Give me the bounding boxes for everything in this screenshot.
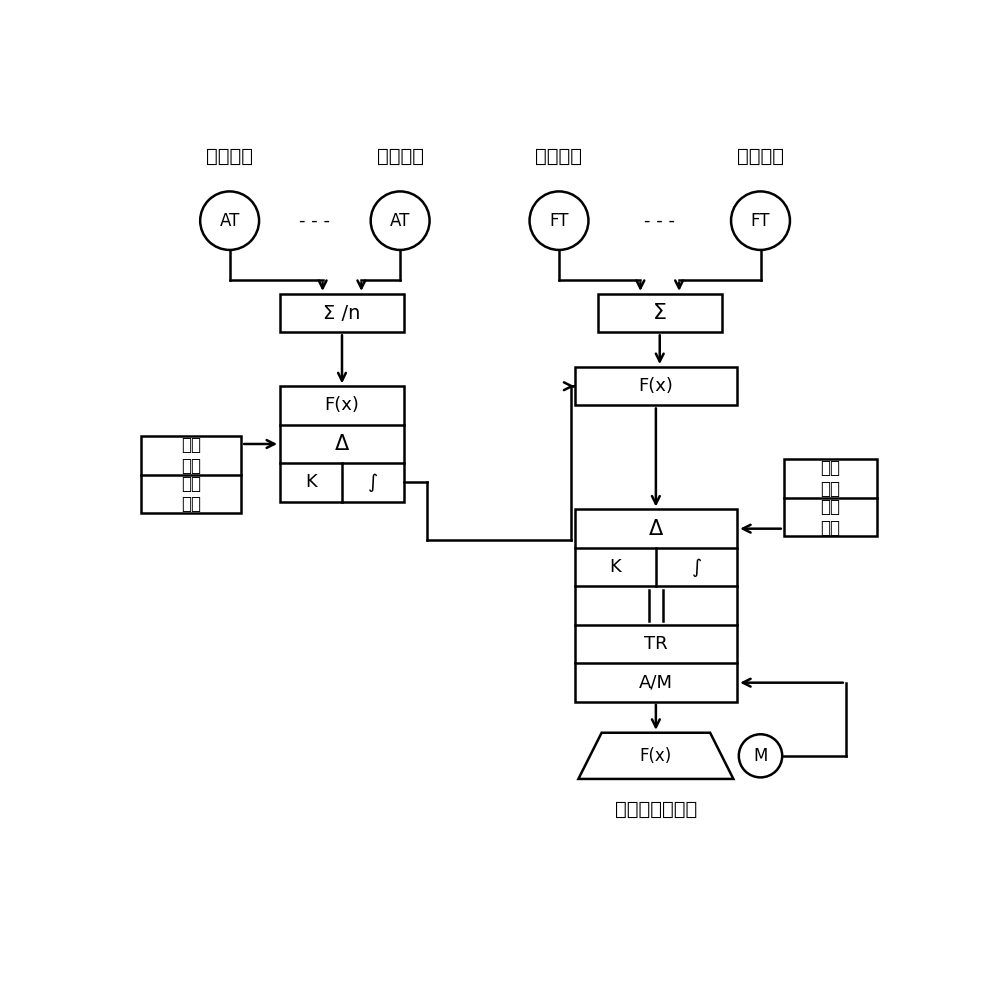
Text: 烟气氧量: 烟气氧量 [206, 147, 253, 167]
Text: 氧量
设定: 氧量 设定 [181, 436, 201, 475]
Bar [574, 367, 737, 406]
Text: K: K [609, 558, 621, 576]
Text: - - -: - - - [299, 211, 330, 230]
Bar [598, 294, 722, 332]
Text: 优化
函数: 优化 函数 [181, 474, 201, 514]
Text: Σ: Σ [653, 304, 667, 323]
Text: A/M: A/M [639, 674, 673, 691]
Text: - - -: - - - [644, 211, 675, 230]
Text: ∫: ∫ [692, 558, 702, 576]
Text: Δ: Δ [335, 434, 349, 454]
Text: 一次风量: 一次风量 [536, 147, 582, 167]
Text: K: K [305, 473, 317, 491]
Bar [140, 436, 241, 513]
Text: F(x): F(x) [638, 377, 673, 395]
Text: ∫: ∫ [368, 473, 378, 492]
Text: 烟气氧量: 烟气氧量 [377, 147, 424, 167]
Text: 二次风量: 二次风量 [737, 147, 784, 167]
Text: F(x): F(x) [325, 397, 359, 415]
Text: AT: AT [219, 211, 240, 230]
Text: Σ /n: Σ /n [323, 304, 361, 322]
Text: Δ: Δ [649, 519, 663, 539]
Text: 风量
优化: 风量 优化 [820, 498, 840, 537]
Bar [280, 386, 404, 502]
Text: FT: FT [751, 211, 770, 230]
Text: M: M [753, 747, 768, 765]
Text: 风量
设定: 风量 设定 [820, 459, 840, 498]
Text: AT: AT [390, 211, 410, 230]
Text: 二次风调节风门: 二次风调节风门 [615, 801, 697, 819]
Bar [574, 510, 737, 702]
Text: TR: TR [644, 635, 668, 653]
Bar [784, 459, 877, 537]
Text: FT: FT [549, 211, 569, 230]
Text: F(x): F(x) [640, 747, 672, 765]
Bar [280, 294, 404, 332]
